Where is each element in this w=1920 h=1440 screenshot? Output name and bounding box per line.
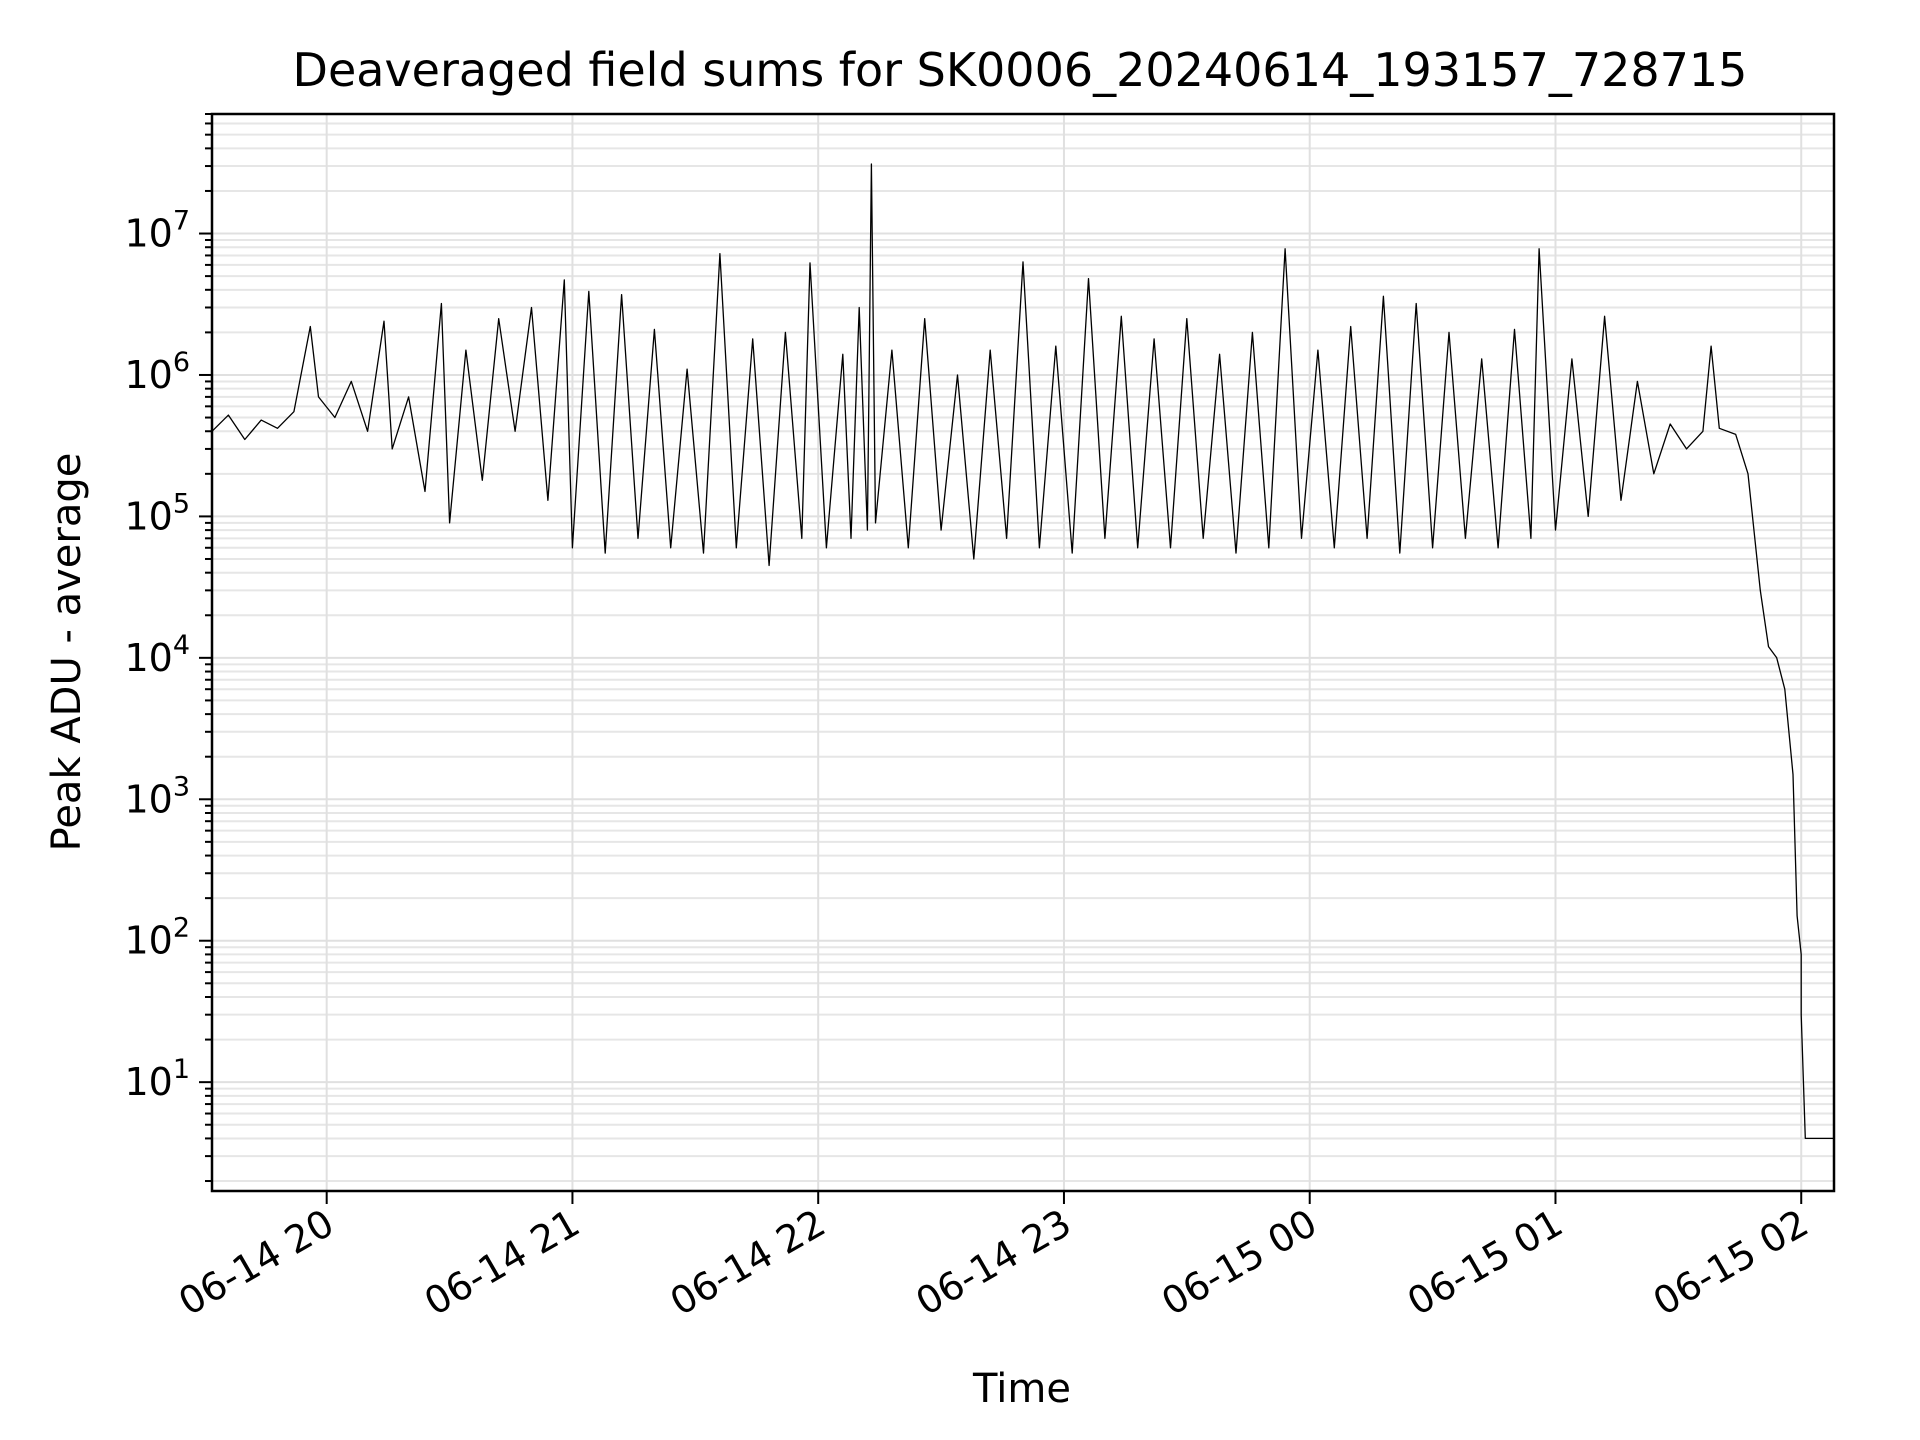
x-tick-label: 06-14 21	[417, 1201, 587, 1325]
y-tick-label: 106	[124, 347, 190, 397]
y-tick-label: 104	[124, 630, 190, 680]
x-tick-label: 06-14 23	[908, 1201, 1078, 1325]
x-axis: 06-14 20 06-14 21 06-14 22 06-14 23 06-15 00…	[171, 1191, 1816, 1324]
x-axis-label: Time	[972, 1366, 1071, 1412]
x-tick-label: 06-15 01	[1400, 1201, 1570, 1325]
chart-title: Deaveraged field sums for SK0006_2024061…	[293, 43, 1748, 97]
plot-frame	[210, 112, 1836, 1193]
grid	[212, 113, 1834, 1191]
x-tick-label: 06-15 02	[1646, 1201, 1816, 1325]
y-axis-label: Peak ADU - average	[44, 453, 90, 852]
x-tick-label: 06-15 00	[1154, 1201, 1324, 1325]
series-line	[211, 163, 1834, 1140]
y-tick-label: 101	[124, 1054, 190, 1104]
y-tick-label: 102	[124, 913, 190, 963]
x-tick-label: 06-14 20	[171, 1201, 341, 1325]
y-tick-label: 105	[124, 488, 190, 538]
x-tick-label: 06-14 22	[663, 1201, 833, 1325]
y-tick-label: 103	[124, 771, 190, 821]
y-tick-label: 107	[124, 206, 190, 256]
y-axis: 101 102 103 104 105 106 107	[124, 113, 212, 1183]
